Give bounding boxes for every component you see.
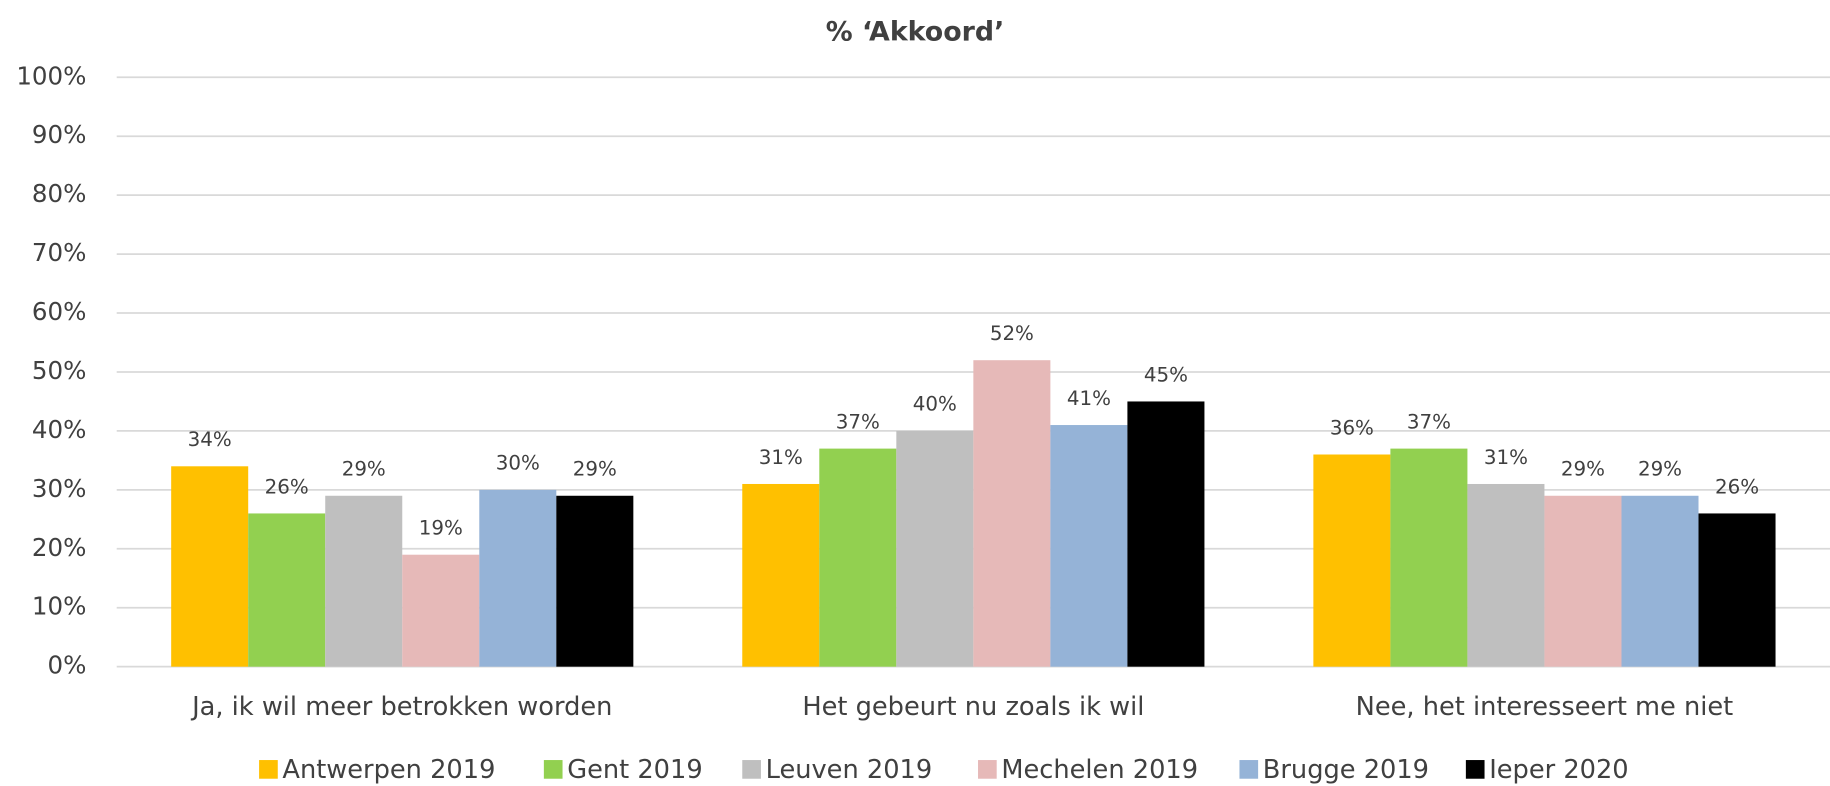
value-label: 36% <box>1330 416 1374 439</box>
legend-swatch <box>978 760 997 779</box>
legend-swatch <box>1465 760 1485 779</box>
y-tick-label: 20% <box>32 533 86 562</box>
bar <box>819 448 897 667</box>
bar <box>742 483 820 667</box>
legend-label: Leuven 2019 <box>766 755 933 785</box>
value-label: 37% <box>1407 410 1451 433</box>
bar <box>1313 454 1391 667</box>
bar <box>556 495 634 667</box>
bar <box>1698 513 1776 667</box>
bar <box>896 430 974 667</box>
bar <box>1127 401 1205 667</box>
legend-swatch <box>1239 760 1259 779</box>
y-tick-label: 10% <box>32 592 86 621</box>
value-label: 29% <box>1638 458 1682 481</box>
bar <box>479 489 557 667</box>
bar <box>973 360 1051 667</box>
y-tick-label: 0% <box>47 651 86 680</box>
value-label: 41% <box>1067 387 1111 410</box>
value-label: 19% <box>419 517 463 540</box>
legend-label: Antwerpen 2019 <box>282 755 495 785</box>
bar <box>171 466 249 667</box>
legend-label: Gent 2019 <box>567 755 702 785</box>
bar <box>248 513 326 667</box>
value-label: 29% <box>573 458 617 481</box>
y-tick-label: 80% <box>32 179 86 208</box>
value-label: 34% <box>188 428 232 451</box>
value-label: 52% <box>990 322 1034 345</box>
bar <box>1621 495 1699 667</box>
value-label: 31% <box>759 446 803 469</box>
legend-label: Ieper 2020 <box>1489 755 1628 785</box>
bar <box>1390 448 1468 667</box>
y-tick-label: 30% <box>32 474 86 503</box>
y-tick-label: 90% <box>32 120 86 149</box>
bar <box>325 495 403 667</box>
legend-swatch <box>742 760 761 779</box>
bar <box>1050 425 1128 667</box>
legend-swatch <box>259 760 278 779</box>
y-tick-label: 60% <box>32 297 86 326</box>
bar <box>402 554 480 667</box>
legend-label: Brugge 2019 <box>1263 755 1429 785</box>
y-tick-label: 70% <box>32 238 86 267</box>
x-tick-label: Het gebeurt nu zoals ik wil <box>802 692 1144 722</box>
value-label: 30% <box>496 452 540 475</box>
y-tick-label: 50% <box>32 356 86 385</box>
value-label: 29% <box>342 458 386 481</box>
value-label: 26% <box>265 475 309 498</box>
x-tick-label: Ja, ik wil meer betrokken worden <box>190 692 612 722</box>
bar <box>1467 483 1545 667</box>
value-label: 45% <box>1144 363 1188 386</box>
value-label: 29% <box>1561 458 1605 481</box>
bar <box>1544 495 1622 667</box>
x-tick-label: Nee, het interesseert me niet <box>1356 692 1734 722</box>
legend-label: Mechelen 2019 <box>1001 755 1198 785</box>
value-label: 26% <box>1715 475 1759 498</box>
chart-title: % ‘Akkoord’ <box>826 16 1005 47</box>
value-label: 37% <box>836 410 880 433</box>
y-tick-label: 100% <box>16 61 86 90</box>
value-label: 40% <box>913 393 957 416</box>
value-label: 31% <box>1484 446 1528 469</box>
y-tick-label: 40% <box>32 415 86 444</box>
legend-swatch <box>543 760 563 779</box>
